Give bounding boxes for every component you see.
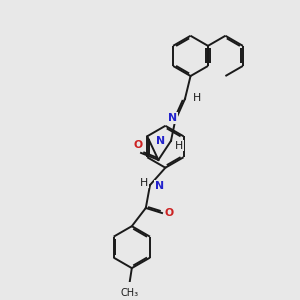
Text: H: H: [140, 178, 148, 188]
Text: H: H: [193, 93, 201, 103]
Text: O: O: [165, 208, 174, 218]
Text: N: N: [155, 181, 164, 191]
Text: N: N: [168, 113, 178, 123]
Text: CH₃: CH₃: [121, 288, 139, 298]
Text: H: H: [175, 141, 183, 151]
Text: N: N: [156, 136, 165, 146]
Text: O: O: [134, 140, 143, 150]
